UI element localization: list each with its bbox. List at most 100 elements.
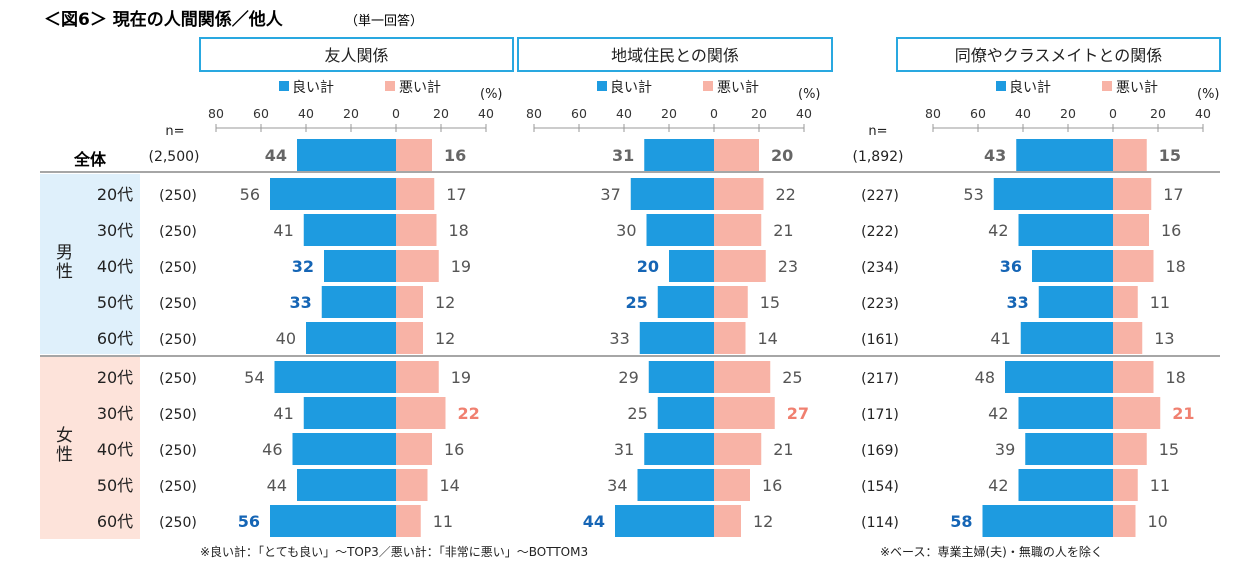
label-bad-3-7: 21 [1172, 404, 1194, 423]
legend-good-swatch-3 [996, 81, 1006, 91]
bar-good-1-6 [274, 361, 396, 393]
n-right-5: (161) [861, 332, 899, 348]
legend-bad-swatch-3 [1102, 81, 1112, 91]
bar-good-1-10 [270, 505, 396, 537]
bar-bad-3-2 [1113, 214, 1149, 246]
n-left-9: (250) [159, 479, 197, 495]
bar-good-1-7 [303, 397, 396, 429]
n-right-2: (222) [861, 224, 899, 240]
axis-tick-label-2-0: 80 [526, 106, 542, 121]
bar-good-2-2 [646, 214, 714, 246]
label-bad-1-3: 19 [451, 257, 471, 276]
bar-bad-3-7 [1113, 397, 1161, 429]
female-group-background [40, 357, 140, 539]
label-good-2-0: 31 [612, 146, 634, 165]
bar-good-3-1 [993, 178, 1113, 210]
panel-title-1: 友人関係 [324, 46, 388, 65]
label-good-3-2: 42 [988, 221, 1008, 240]
axis-tick-label-2-4: 0 [710, 106, 718, 121]
bar-bad-1-0 [396, 139, 432, 171]
bar-bad-2-5 [714, 322, 746, 354]
n-left-5: (250) [159, 332, 197, 348]
bar-good-3-10 [982, 505, 1113, 537]
bar-good-3-7 [1018, 397, 1113, 429]
label-bad-1-2: 18 [449, 221, 469, 240]
label-bad-2-9: 16 [762, 476, 782, 495]
label-good-3-10: 58 [950, 512, 972, 531]
bar-bad-3-1 [1113, 178, 1152, 210]
bar-bad-1-9 [396, 469, 428, 501]
n-right-4: (223) [861, 296, 899, 312]
bar-bad-3-4 [1113, 286, 1138, 318]
label-good-2-3: 20 [637, 257, 659, 276]
bar-bad-1-2 [396, 214, 437, 246]
label-good-2-5: 33 [609, 329, 629, 348]
label-bad-1-6: 19 [451, 368, 471, 387]
axis-tick-label-1-1: 60 [253, 106, 269, 121]
label-good-1-1: 56 [240, 185, 260, 204]
panel-header-box-2 [517, 37, 833, 72]
n-left-2: (250) [159, 224, 197, 240]
axis-tick-label-3-1: 60 [970, 106, 986, 121]
legend-good-swatch-2 [597, 81, 607, 91]
axis-tick-label-3-3: 20 [1060, 106, 1076, 121]
n-left-8: (250) [159, 443, 197, 459]
n-right-7: (171) [861, 407, 899, 423]
label-bad-3-4: 11 [1150, 293, 1170, 312]
bar-bad-3-0 [1113, 139, 1147, 171]
chart-title: ＜図6＞ 現在の人間関係／他人 [44, 9, 284, 30]
label-good-2-4: 25 [625, 293, 647, 312]
bar-bad-2-6 [714, 361, 771, 393]
n-right-9: (154) [861, 479, 899, 495]
legend-bad-swatch-1 [385, 81, 395, 91]
bar-good-2-0 [644, 139, 714, 171]
n-label-left: n= [165, 124, 184, 139]
label-good-3-5: 41 [990, 329, 1010, 348]
n-left-6: (250) [159, 371, 197, 387]
bar-good-2-5 [639, 322, 714, 354]
unit-label-3: (%) [1197, 87, 1220, 102]
footnote-left: ※良い計：「とても良い」～TOP3／悪い計：「非常に悪い」～BOTTOM3 [200, 544, 588, 559]
bar-good-1-0 [297, 139, 396, 171]
bar-good-3-6 [1005, 361, 1113, 393]
axis-tick-label-1-6: 40 [478, 106, 494, 121]
legend-bad-label-2: 悪い計 [717, 80, 759, 96]
label-good-2-9: 34 [607, 476, 627, 495]
axis-tick-label-2-6: 40 [796, 106, 812, 121]
legend-good-swatch-1 [279, 81, 289, 91]
label-bad-1-7: 22 [458, 404, 480, 423]
axis-tick-label-1-4: 0 [392, 106, 400, 121]
bar-bad-2-2 [714, 214, 762, 246]
label-bad-1-4: 12 [435, 293, 455, 312]
n-left-1: (250) [159, 188, 197, 204]
bar-good-2-3 [669, 250, 714, 282]
label-good-2-7: 25 [627, 404, 647, 423]
label-good-1-2: 41 [273, 221, 293, 240]
n-left-10: (250) [159, 515, 197, 531]
bar-good-2-4 [657, 286, 714, 318]
bar-good-3-8 [1025, 433, 1113, 465]
label-bad-2-8: 21 [773, 440, 793, 459]
label-bad-3-1: 17 [1163, 185, 1183, 204]
n-right-3: (234) [861, 260, 899, 276]
axis-tick-label-1-3: 20 [343, 106, 359, 121]
panel-title-3: 同僚やクラスメイトとの関係 [955, 46, 1163, 65]
label-bad-2-0: 20 [771, 146, 793, 165]
bar-bad-3-3 [1113, 250, 1154, 282]
label-bad-3-10: 10 [1148, 512, 1168, 531]
label-bad-1-5: 12 [435, 329, 455, 348]
label-good-1-7: 41 [273, 404, 293, 423]
label-good-3-3: 36 [1000, 257, 1022, 276]
panel-header-box-1 [199, 37, 514, 72]
n-left-total: (2,500) [148, 149, 199, 165]
bar-bad-3-6 [1113, 361, 1154, 393]
label-good-2-1: 37 [600, 185, 620, 204]
axis-tick-label-1-5: 20 [433, 106, 449, 121]
bar-good-2-9 [637, 469, 714, 501]
bar-good-2-1 [630, 178, 714, 210]
row-label-2: 30代 [97, 221, 133, 240]
n-right-total: (1,892) [852, 149, 903, 165]
label-good-1-8: 46 [262, 440, 282, 459]
n-right-6: (217) [861, 371, 899, 387]
